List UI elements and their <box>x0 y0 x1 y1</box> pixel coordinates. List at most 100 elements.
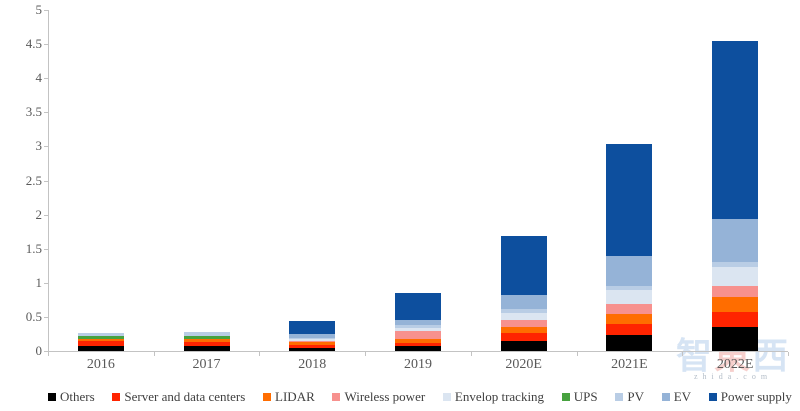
legend-item-ups: UPS <box>561 389 598 405</box>
bar-segment-ev <box>500 295 547 309</box>
y-axis-tick-label: 2 <box>35 206 43 222</box>
bar-segment-pv <box>77 333 124 336</box>
x-axis-tick-mark <box>153 352 155 356</box>
bar-segment-power-supply <box>500 235 547 296</box>
legend-item-envelop-tracking: Envelop tracking <box>442 389 545 405</box>
bar-segment-pv <box>712 262 759 268</box>
y-axis-tick-mark <box>44 351 48 352</box>
legend-label: PV <box>627 389 644 404</box>
bar-2019 <box>395 10 441 351</box>
legend-swatch <box>332 393 341 401</box>
y-axis-tick-label: 1 <box>35 274 43 290</box>
bar-segment-others <box>289 348 336 351</box>
bar-segment-server-and-data-centers <box>712 312 759 328</box>
bar-2021E <box>606 10 653 351</box>
y-axis <box>48 10 49 351</box>
bar-2020E <box>500 10 547 351</box>
y-axis-tick-mark <box>44 248 48 250</box>
bar-2022E <box>712 10 759 351</box>
y-axis-tick-label: 5 <box>35 2 43 17</box>
x-axis-tick-mark <box>470 352 472 356</box>
bar-segment-pv <box>395 325 441 328</box>
bar-segment-others <box>183 346 230 351</box>
bar-2017 <box>183 10 230 351</box>
bar-segment-envelop-tracking <box>395 327 441 332</box>
bar-segment-server-and-data-centers <box>77 341 124 346</box>
bar-segment-wireless-power <box>395 331 441 340</box>
bar-segment-server-and-data-centers <box>395 342 441 347</box>
y-axis-tick-label: 3.5 <box>25 104 42 120</box>
x-axis-category-label: 2020E <box>505 357 542 372</box>
y-axis-tick-label: 0 <box>35 343 43 358</box>
bar-segment-pv <box>500 308 547 313</box>
y-axis-tick-mark <box>44 180 48 182</box>
legend-label: Power supply <box>720 389 792 404</box>
x-axis-category-label: 2019 <box>403 357 432 372</box>
legend-label: UPS <box>573 389 598 404</box>
legend-label: LIDAR <box>275 389 315 404</box>
bar-segment-lidar <box>395 339 441 343</box>
x-axis-category-label: 2022E <box>716 357 754 372</box>
y-axis-tick-mark <box>44 146 48 148</box>
bar-segment-ups <box>77 336 124 339</box>
y-axis-tick-mark <box>44 112 48 114</box>
bar-segment-wireless-power <box>712 285 759 298</box>
y-axis-tick-mark <box>44 214 48 216</box>
legend-swatch <box>263 393 272 401</box>
bar-segment-ev <box>395 320 441 326</box>
x-axis-category-label: 2018 <box>298 357 327 372</box>
bar-segment-lidar <box>77 338 124 342</box>
bar-segment-lidar <box>183 338 230 343</box>
legend-label: Wireless power <box>344 389 426 404</box>
bar-segment-power-supply <box>606 144 653 256</box>
x-axis-tick-mark <box>682 352 684 356</box>
bar-segment-server-and-data-centers <box>289 344 336 349</box>
y-axis-tick-mark <box>44 316 48 318</box>
bar-segment-others <box>500 340 547 351</box>
legend-item-lidar: LIDAR <box>263 389 315 405</box>
legend-label: Envelop tracking <box>454 389 545 404</box>
bar-segment-others <box>712 327 759 351</box>
y-axis-tick-label: 1.5 <box>25 240 42 256</box>
y-axis-tick-mark <box>44 78 48 80</box>
x-axis-tick-mark <box>259 352 261 356</box>
bar-segment-others <box>606 335 653 351</box>
bar-segment-pv <box>183 331 230 336</box>
x-axis <box>44 351 788 352</box>
bar-segment-lidar <box>712 297 759 313</box>
x-axis-tick-mark <box>48 352 49 356</box>
y-axis-tick-label: 2.5 <box>25 172 42 188</box>
x-axis-tick-mark <box>576 352 578 356</box>
y-axis-tick-label: 0.5 <box>25 308 42 324</box>
y-axis-tick-label: 3 <box>35 138 43 154</box>
legend-label: Others <box>60 389 95 404</box>
legend-label: Server and data centers <box>124 389 246 404</box>
legend-swatch <box>661 393 670 401</box>
bar-segment-wireless-power <box>606 303 653 314</box>
y-axis-tick-mark <box>44 44 48 46</box>
bar-segment-wireless-power <box>289 341 336 343</box>
bar-segment-pv <box>289 338 336 340</box>
bar-segment-wireless-power <box>500 320 547 328</box>
bar-segment-lidar <box>500 327 547 334</box>
legend-swatch <box>112 393 121 401</box>
bar-segment-server-and-data-centers <box>500 333 547 341</box>
bar-segment-ev <box>289 333 336 339</box>
legend-item-others: Others <box>48 389 95 405</box>
legend-swatch <box>615 393 624 401</box>
bar-segment-envelop-tracking <box>606 290 653 304</box>
bar-segment-pv <box>606 285 653 291</box>
x-axis-tick-mark <box>788 352 789 356</box>
bar-segment-ups <box>183 336 230 339</box>
bar-2016 <box>77 10 124 351</box>
bar-segment-power-supply <box>712 41 759 219</box>
bar-segment-lidar <box>289 342 336 345</box>
x-axis-category-label: 2017 <box>192 357 221 372</box>
legend-swatch <box>48 393 56 401</box>
legend: Others Server and data centers LIDAR Wirele… <box>48 389 792 405</box>
legend-label: EV <box>673 389 692 404</box>
bar-segment-envelop-tracking <box>500 312 547 321</box>
bar-segment-others <box>395 346 441 351</box>
